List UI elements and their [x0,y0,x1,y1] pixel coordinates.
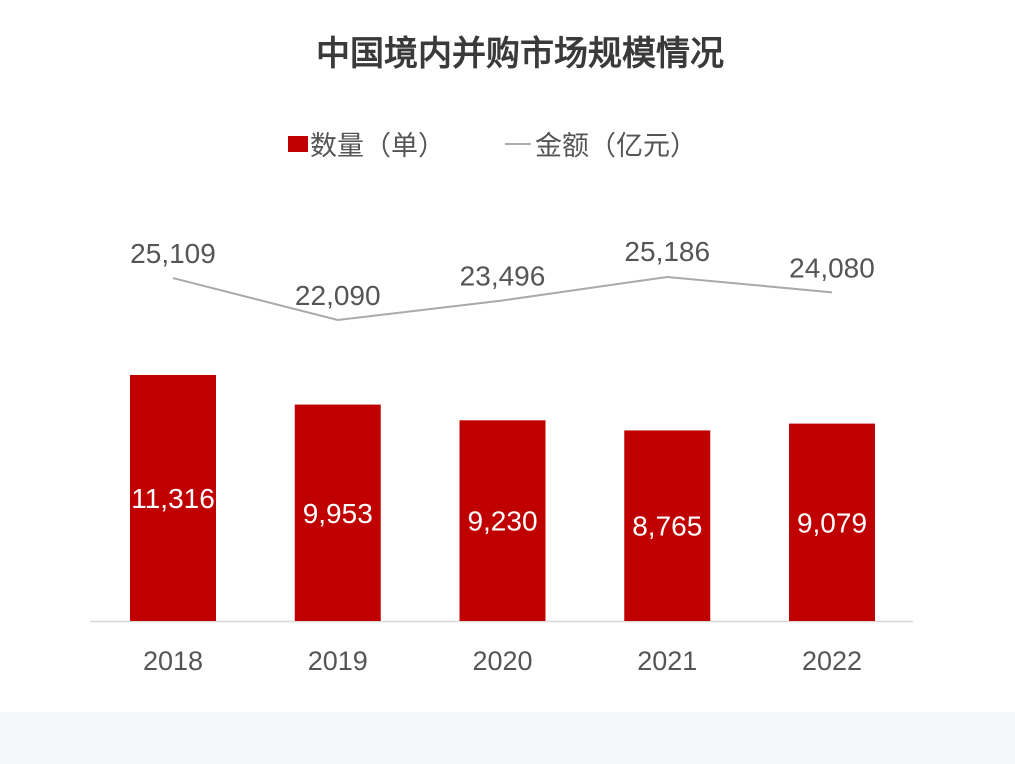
bar-2020 [459,420,546,621]
bar-2018 [130,374,216,621]
bar-2022 [789,423,875,621]
legend-bar-label: 数量（单） [310,131,445,162]
bar-label-2018: 11,316 [131,483,215,514]
legend: 数量（单） 金额（亿元） [288,124,697,163]
bar-2021 [624,430,711,621]
legend-bar-swatch [288,135,308,152]
line-label-2019: 22,090 [295,280,381,311]
line-label-2021: 25,186 [624,236,710,267]
line-label-2022: 24,080 [789,252,875,283]
bar-label-2021: 8,765 [632,511,702,542]
line-series-amount [172,275,833,322]
line-label-2020: 23,496 [460,260,546,291]
line-label-2018: 25,109 [130,238,216,269]
bar-label-2019: 9,953 [303,498,373,529]
bottom-band [0,712,1015,764]
legend-line-swatch [505,142,531,145]
x-tick-2021: 2021 [637,646,697,676]
x-tick-2022: 2022 [802,646,862,676]
legend-line-label: 金额（亿元） [535,131,697,162]
x-tick-2018: 2018 [143,646,203,676]
bar-label-2020: 9,230 [467,506,537,537]
x-tick-2020: 2020 [472,646,532,676]
chart-title: 中国境内并购市场规模情况 [316,34,724,74]
bar-2019 [294,404,381,621]
bar-label-2022: 9,079 [797,507,867,538]
x-tick-2019: 2019 [308,646,368,676]
